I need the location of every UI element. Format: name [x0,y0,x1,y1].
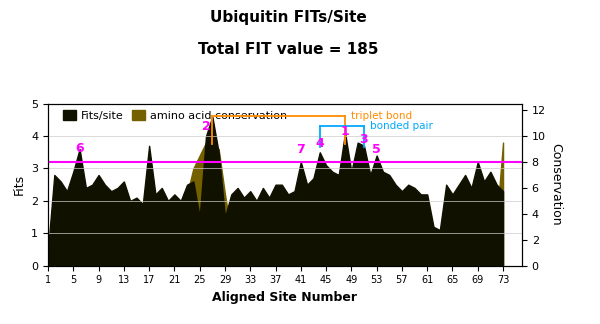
Legend: Fits/site, amino acid conservation: Fits/site, amino acid conservation [58,106,292,126]
Text: 2: 2 [202,120,211,133]
Text: 6: 6 [75,142,84,155]
Text: 3: 3 [359,133,368,146]
Text: 5: 5 [372,143,381,156]
X-axis label: Aligned Site Number: Aligned Site Number [212,291,358,304]
Text: 1: 1 [341,125,349,138]
Text: bonded pair: bonded pair [370,121,433,131]
Text: 7: 7 [296,143,305,156]
Text: Ubiquitin FITs/Site: Ubiquitin FITs/Site [209,10,367,25]
Text: 4: 4 [316,137,324,150]
Y-axis label: Fits: Fits [13,174,26,195]
Text: Total FIT value = 185: Total FIT value = 185 [198,42,378,57]
Y-axis label: Conservation: Conservation [550,143,563,226]
Text: triplet bond: triplet bond [352,111,412,121]
